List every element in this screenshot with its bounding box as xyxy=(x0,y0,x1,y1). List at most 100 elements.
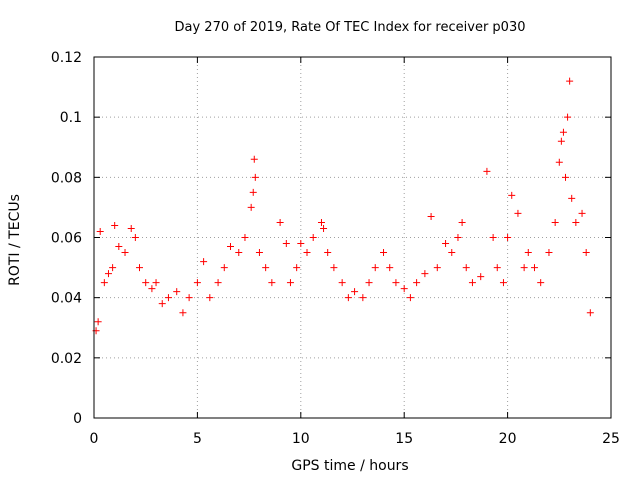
data-point xyxy=(104,270,112,278)
data-point xyxy=(371,264,379,272)
data-point xyxy=(582,249,590,257)
data-point xyxy=(152,279,160,287)
data-point xyxy=(559,128,567,136)
data-point xyxy=(131,234,139,241)
data-point xyxy=(135,264,143,272)
data-point xyxy=(276,218,284,226)
data-point xyxy=(545,249,553,257)
data-point xyxy=(286,279,294,287)
data-point xyxy=(297,240,305,248)
data-point xyxy=(520,264,528,272)
data-point xyxy=(413,279,421,287)
data-point xyxy=(121,249,129,257)
data-point xyxy=(303,249,311,257)
x-axis-label: GPS time / hours xyxy=(291,458,408,474)
data-point xyxy=(179,309,187,317)
data-point xyxy=(262,264,270,272)
data-point xyxy=(282,240,290,248)
data-point xyxy=(551,218,559,226)
data-point xyxy=(324,249,332,257)
x-tick-label: 20 xyxy=(499,431,517,447)
data-point xyxy=(250,155,258,163)
data-point xyxy=(185,294,193,302)
data-point xyxy=(111,221,119,229)
data-point xyxy=(330,264,338,272)
data-point xyxy=(220,264,228,272)
data-point xyxy=(251,173,259,181)
data-point xyxy=(493,264,501,272)
data-point xyxy=(320,224,328,232)
data-point xyxy=(386,264,394,272)
data-point xyxy=(454,234,462,241)
data-point xyxy=(309,234,317,241)
x-tick-label: 0 xyxy=(90,431,99,447)
data-point xyxy=(193,279,201,287)
data-point xyxy=(442,240,450,248)
y-tick-label: 0.08 xyxy=(51,170,82,186)
data-point xyxy=(173,288,181,296)
y-tick-label: 0.04 xyxy=(51,291,82,307)
data-point xyxy=(406,294,414,302)
data-point xyxy=(537,279,545,287)
data-point xyxy=(578,209,586,217)
data-point xyxy=(338,279,346,287)
data-point xyxy=(255,249,263,257)
data-point xyxy=(564,113,572,121)
data-point xyxy=(109,264,117,272)
data-point xyxy=(317,218,325,226)
data-point xyxy=(127,224,135,232)
y-tick-label: 0.06 xyxy=(51,231,82,247)
data-point xyxy=(504,234,512,241)
data-point xyxy=(344,294,352,302)
data-point xyxy=(462,264,470,272)
data-point xyxy=(241,234,249,241)
data-point xyxy=(586,309,594,317)
data-point xyxy=(142,279,150,287)
data-point xyxy=(489,234,497,241)
data-point xyxy=(115,243,123,251)
data-point xyxy=(433,264,441,272)
chart-title: Day 270 of 2019, Rate Of TEC Index for r… xyxy=(175,20,526,35)
data-point xyxy=(477,273,485,281)
data-point xyxy=(530,264,538,272)
data-point xyxy=(247,203,255,211)
data-point xyxy=(557,137,565,145)
data-point xyxy=(499,279,507,287)
y-tick-label: 0.1 xyxy=(60,110,82,126)
data-point xyxy=(524,249,532,257)
data-point xyxy=(458,218,466,226)
data-point xyxy=(448,249,456,257)
data-point xyxy=(249,188,257,196)
x-tick-label: 5 xyxy=(193,431,202,447)
y-tick-label: 0.02 xyxy=(51,351,82,367)
data-point xyxy=(235,249,243,257)
data-point xyxy=(427,212,435,220)
data-point xyxy=(268,279,276,287)
data-point xyxy=(94,318,102,326)
data-point xyxy=(158,300,166,308)
data-point xyxy=(514,209,522,217)
y-axis-label: ROTI / TECUs xyxy=(7,194,23,286)
data-point xyxy=(555,158,563,166)
data-point xyxy=(468,279,476,287)
data-point xyxy=(206,294,214,302)
x-tick-label: 25 xyxy=(602,431,620,447)
data-point xyxy=(200,258,208,266)
data-point xyxy=(214,279,222,287)
data-point xyxy=(148,285,156,293)
data-point xyxy=(293,264,301,272)
data-point xyxy=(100,279,108,287)
data-point xyxy=(96,227,104,235)
data-point xyxy=(359,294,367,302)
data-point xyxy=(421,270,429,278)
data-point xyxy=(572,218,580,226)
data-point xyxy=(483,167,491,175)
y-tick-label: 0 xyxy=(73,411,82,427)
data-point xyxy=(400,285,408,293)
data-point xyxy=(566,77,574,85)
data-point xyxy=(562,173,570,181)
data-point xyxy=(508,191,516,199)
data-point xyxy=(164,294,172,302)
